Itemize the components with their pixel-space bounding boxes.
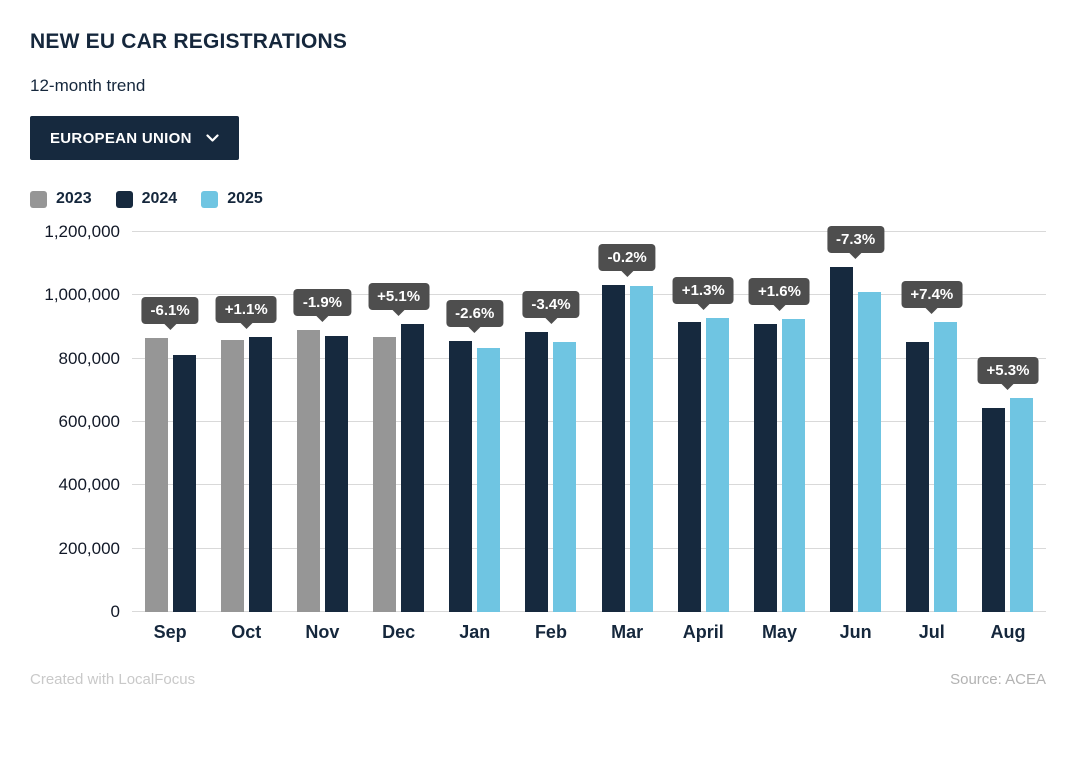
bar-group-feb: -3.4% [513,232,589,612]
change-badge-mar: -0.2% [598,244,656,272]
legend-swatch-2023 [30,190,47,208]
bar-2023-dec[interactable] [373,337,397,612]
x-tick-label-sep: Sep [153,622,187,642]
plot-wrap: -6.1% +1.1% -1.9% +5.1% -2.6% -3.4% -0.2% +1.3%… [132,226,1046,643]
bar-group-may: +1.6% [741,232,817,612]
x-tick-label-jul: Jul [918,622,945,642]
x-tick-label-jun: Jun [839,622,872,642]
x-tick-label-aug: Aug [990,622,1026,642]
y-tick-label: 200,000 [58,538,120,558]
gridline [132,611,1046,612]
legend-swatch-2024 [115,190,133,208]
region-selector-button[interactable]: EUROPEAN UNION [30,116,239,160]
bar-2025-jul[interactable] [934,322,958,612]
bar-2024-oct[interactable] [248,336,272,612]
change-badge-april: +1.3% [672,277,734,305]
y-tick-label: 800,000 [58,348,120,368]
gridline [132,421,1046,422]
x-axis: Sep Oct Nov Dec Jan Feb Mar April May Jun Jul Aug [132,622,1046,643]
gridline [132,294,1046,296]
gridline [132,547,1046,549]
legend-item-2024: 2024 [115,190,178,208]
bar-2025-jun[interactable] [858,292,882,612]
legend-swatch-2025 [201,190,219,208]
bar-2023-sep[interactable] [144,338,168,612]
bar-2024-april[interactable] [677,321,701,612]
y-tick-label: 1,200,000 [44,222,120,241]
bar-2024-dec[interactable] [401,323,425,612]
change-badge-aug: +5.3% [977,356,1039,384]
bar-2024-jan[interactable] [449,341,473,612]
plot-area: -6.1% +1.1% -1.9% +5.1% -2.6% -3.4% -0.2% +1.3%… [132,226,1046,612]
x-tick-label-april: April [682,622,724,642]
bar-group-jul: +7.4% [894,232,970,612]
change-badge-sep: -6.1% [141,297,199,325]
bar-2023-oct[interactable] [220,339,244,612]
change-badge-may: +1.6% [748,277,810,305]
chart-subtitle: 12-month trend [30,76,146,95]
change-badge-nov: -1.9% [293,289,352,317]
bar-chart: 0 200,000 400,000 600,000 800,000 1,000,000 1,… [30,222,1046,643]
bar-2024-may[interactable] [753,323,777,612]
bar-2025-may[interactable] [781,318,805,612]
bar-group-april: +1.3% [665,232,741,612]
chart-legend: 2023 2024 2025 [30,190,1046,208]
credit-text: Created with LocalFocus [30,671,196,688]
bar-2024-jun[interactable] [830,267,854,612]
bar-group-mar: -0.2% [589,232,665,612]
bar-group-jun: -7.3% [818,226,894,612]
x-tick-label-feb: Feb [534,622,567,642]
change-badge-dec: +5.1% [368,282,430,310]
bar-2024-aug[interactable] [982,408,1006,612]
legend-label: 2023 [56,190,92,207]
legend-item-2025: 2025 [201,190,263,208]
x-tick-label-oct: Oct [231,622,262,642]
legend-label: 2024 [141,190,178,207]
gridline [132,357,1046,359]
bar-group-dec: +5.1% [361,232,437,612]
x-tick-label-mar: Mar [611,622,644,642]
change-badge-jun: -7.3% [827,226,885,254]
bar-2024-nov[interactable] [324,335,348,612]
x-tick-label-nov: Nov [305,622,340,642]
bar-2025-aug[interactable] [1010,397,1034,612]
change-badge-jan: -2.6% [446,300,504,328]
gridline [132,484,1046,486]
y-tick-label: 600,000 [58,412,120,431]
bar-group-sep: -6.1% [132,232,208,612]
y-axis: 0 200,000 400,000 600,000 800,000 1,000,000 1,… [30,222,132,621]
bar-2024-sep[interactable] [172,354,196,612]
bar-2024-feb[interactable] [525,332,549,612]
x-tick-label-may: May [761,622,797,642]
bar-2024-jul[interactable] [906,342,930,612]
legend-item-2023: 2023 [30,190,92,208]
gridline [132,231,1046,232]
bar-group-oct: +1.1% [208,232,284,612]
bar-2025-mar[interactable] [629,285,653,612]
bar-groups: -6.1% +1.1% -1.9% +5.1% -2.6% -3.4% -0.2% +1.3%… [132,226,1046,612]
y-tick-label: 400,000 [58,475,120,495]
bar-2023-nov[interactable] [296,330,320,612]
bar-2025-feb[interactable] [553,341,577,612]
change-badge-jul: +7.4% [901,281,963,309]
bar-2024-mar[interactable] [601,285,625,612]
bar-2025-jan[interactable] [477,348,501,612]
bar-group-aug: +5.3% [970,232,1046,612]
change-badge-feb: -3.4% [522,291,580,319]
page-title: NEW EU CAR REGISTRATIONS [30,30,348,53]
y-tick-label: 0 [110,602,120,621]
bar-group-jan: -2.6% [437,232,513,612]
x-tick-label-jan: Jan [459,622,491,642]
chevron-down-icon [206,133,219,143]
bar-group-nov: -1.9% [284,232,360,612]
legend-label: 2025 [227,190,263,207]
bar-2025-april[interactable] [705,318,729,612]
change-badge-oct: +1.1% [215,295,277,323]
y-tick-label: 1,000,000 [44,285,120,305]
x-tick-label-dec: Dec [382,622,416,642]
region-selector-label: EUROPEAN UNION [50,129,192,147]
chart-footer: Created with LocalFocus Source: ACEA [30,671,1046,688]
source-text: Source: ACEA [950,671,1046,688]
